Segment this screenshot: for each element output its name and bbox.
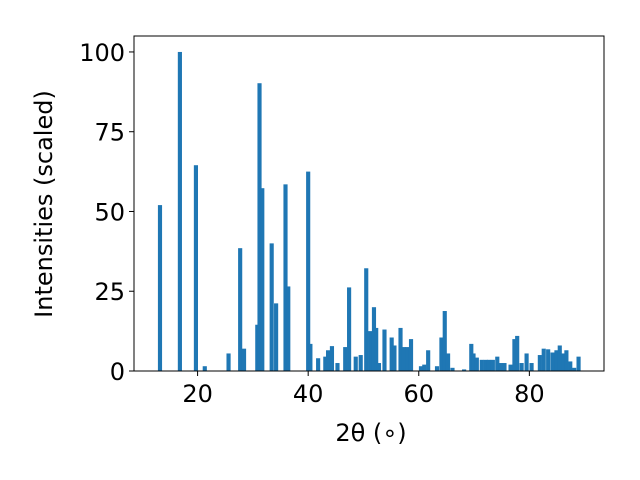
- bar: [374, 327, 379, 371]
- bar: [572, 367, 577, 371]
- y-axis: 0 25 50 75 100: [79, 39, 134, 386]
- bar: [508, 364, 513, 371]
- plot-frame: [133, 35, 605, 372]
- bar: [358, 355, 363, 371]
- bar: [418, 366, 424, 371]
- bar: [502, 363, 507, 371]
- bar: [426, 350, 431, 371]
- x-tick-label: 40: [293, 380, 324, 408]
- bar: [541, 348, 546, 371]
- bar: [157, 205, 163, 371]
- bar: [524, 353, 529, 371]
- bar: [512, 339, 517, 371]
- bar: [405, 347, 410, 371]
- bar: [326, 350, 331, 371]
- axes-frame: [133, 35, 605, 372]
- bar: [564, 350, 569, 371]
- bar: [408, 339, 414, 371]
- bar: [177, 51, 182, 371]
- bar: [286, 286, 291, 371]
- bar: [382, 329, 387, 371]
- y-tick-label: 50: [94, 198, 125, 226]
- bar: [323, 356, 328, 371]
- y-tick-label: 75: [94, 119, 125, 147]
- bar: [568, 361, 573, 371]
- bar: [376, 363, 382, 371]
- y-tick-label: 0: [110, 358, 125, 386]
- bar: [316, 358, 321, 371]
- bar: [554, 350, 559, 371]
- x-tick-label: 80: [514, 380, 545, 408]
- bar: [483, 359, 488, 371]
- bar: [347, 287, 352, 371]
- bar: [283, 184, 288, 371]
- x-tick-label: 60: [403, 380, 434, 408]
- bar: [450, 367, 455, 371]
- bar: [537, 355, 542, 371]
- bar: [462, 369, 467, 371]
- bar: [439, 337, 444, 371]
- bar: [202, 366, 207, 371]
- x-tick-label: 20: [182, 380, 213, 408]
- bar: [274, 303, 279, 371]
- bar: [495, 356, 500, 371]
- bar: [353, 356, 358, 371]
- bar: [193, 165, 199, 371]
- bar: [241, 348, 247, 371]
- bar: [343, 347, 348, 371]
- y-tick-label: 25: [94, 278, 125, 306]
- bar: [335, 363, 340, 371]
- bar: [469, 343, 474, 371]
- bar: [550, 352, 555, 371]
- bar: [490, 359, 495, 371]
- bar: [401, 347, 406, 371]
- bar: [238, 248, 243, 371]
- x-axis-label: 2θ (∘): [335, 419, 406, 447]
- bar: [546, 349, 551, 371]
- bars: [157, 51, 581, 371]
- bar: [260, 188, 265, 371]
- bar: [529, 363, 534, 371]
- bar: [445, 353, 451, 371]
- bar: [308, 343, 313, 371]
- bar: [557, 345, 562, 371]
- bar: [371, 307, 377, 371]
- bar: [498, 363, 503, 371]
- bar: [479, 359, 484, 371]
- bar: [257, 83, 262, 371]
- bar: [474, 357, 479, 371]
- bar: [442, 311, 447, 371]
- bar: [561, 353, 566, 371]
- bar: [306, 171, 311, 371]
- bar: [392, 345, 397, 371]
- bar: [519, 363, 524, 371]
- bar: [368, 331, 373, 371]
- bar: [364, 268, 369, 371]
- bar: [576, 356, 581, 371]
- bar: [269, 243, 274, 371]
- bar: [398, 327, 403, 371]
- x-axis: 20 40 60 80: [182, 371, 545, 408]
- bar: [422, 364, 427, 371]
- bar: [329, 346, 335, 371]
- y-tick-label: 100: [79, 39, 125, 67]
- bar: [226, 353, 231, 371]
- bar: [515, 335, 520, 371]
- bar: [255, 324, 260, 371]
- y-axis-label: Intensities (scaled): [30, 90, 58, 318]
- bar: [486, 359, 492, 371]
- bar: [471, 353, 476, 371]
- bar: [389, 337, 394, 371]
- bar: [434, 366, 440, 371]
